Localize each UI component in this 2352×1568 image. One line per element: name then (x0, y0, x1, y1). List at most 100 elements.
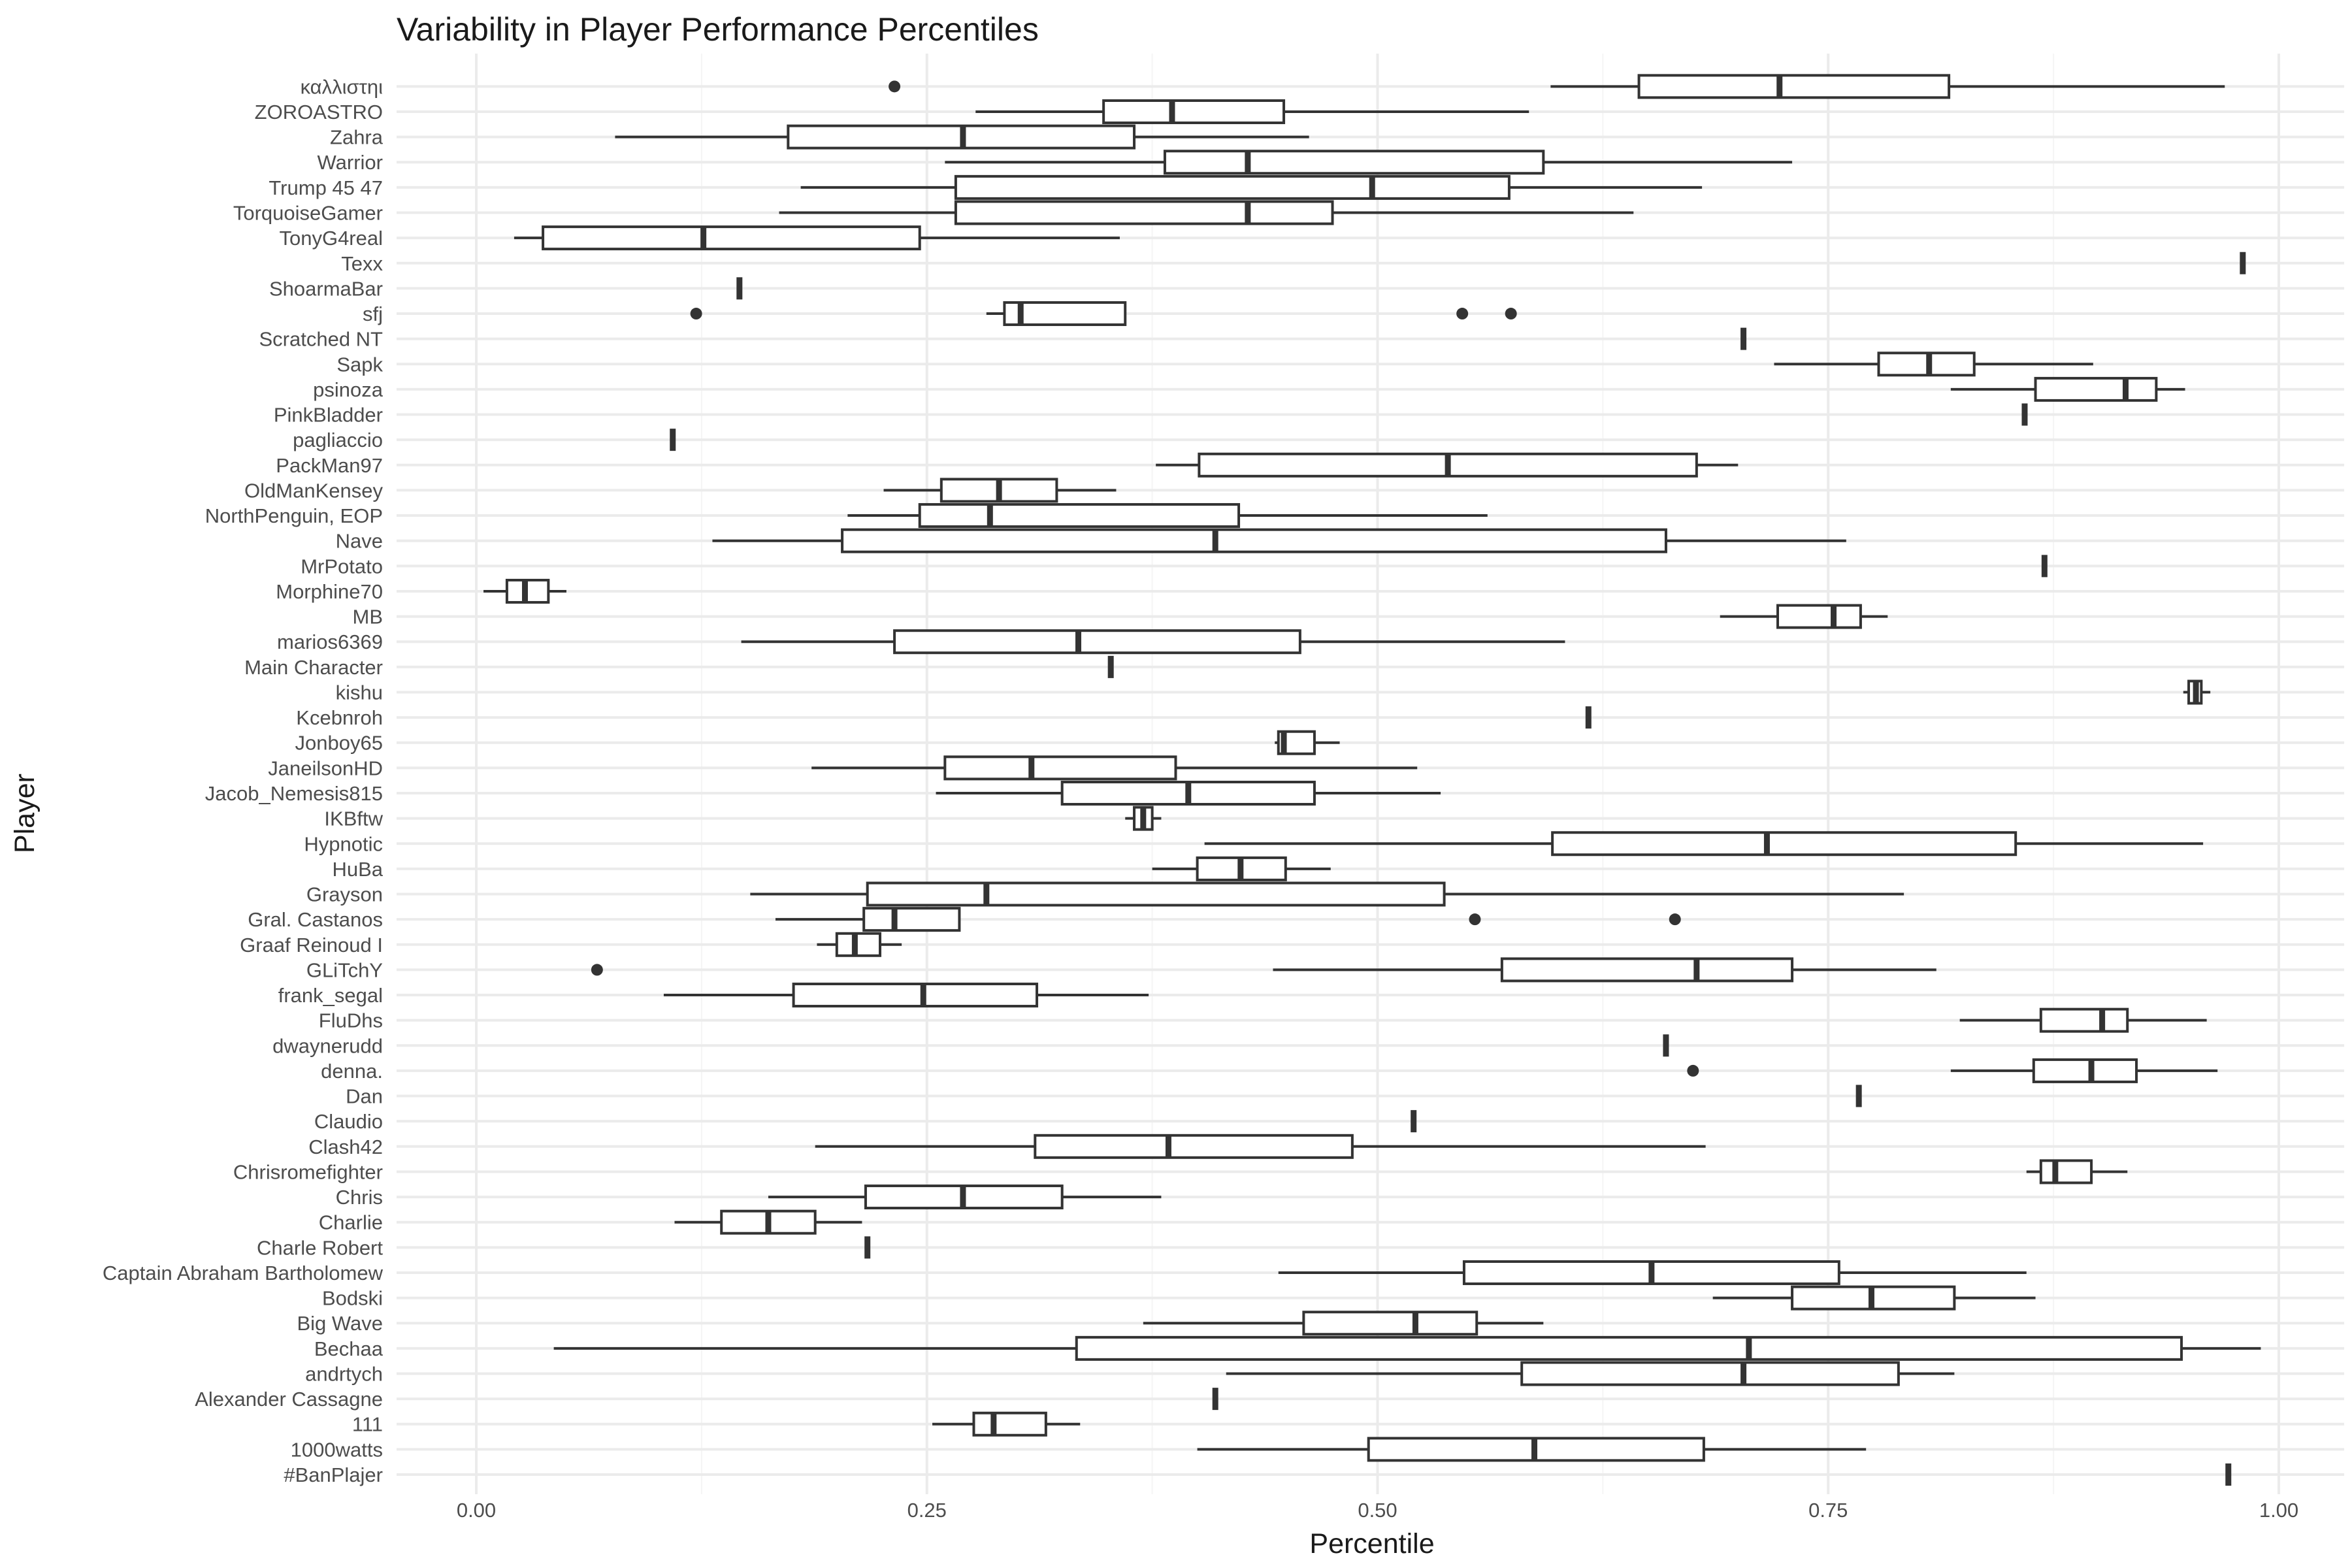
y-tick-label: TonyG4real (279, 227, 383, 250)
major-gridlines (475, 54, 2280, 1494)
iqr-box (1776, 604, 1862, 629)
iqr-box (954, 200, 1334, 225)
y-tick-label: Warrior (318, 151, 383, 174)
box-26 (1125, 806, 1162, 831)
y-tick-label: Captain Abraham Bartholomew (103, 1262, 384, 1284)
box-13 (815, 1134, 1706, 1159)
y-tick-label: Zahra (330, 126, 384, 149)
y-tick-label: HuBa (332, 858, 383, 881)
box-39 (883, 478, 1117, 503)
iqr-box (866, 881, 1446, 907)
y-tick-label: Charlie (319, 1211, 383, 1234)
box-23 (750, 881, 1904, 907)
iqr-box (792, 983, 1039, 1008)
box-10 (674, 1209, 862, 1235)
outlier-point (1456, 308, 1469, 320)
iqr-box (1500, 957, 1794, 983)
y-tick-label: Chris (336, 1186, 383, 1209)
y-tick-label: kishu (336, 681, 383, 704)
box-18 (1959, 1007, 2207, 1033)
outlier-point (1469, 913, 1481, 926)
y-tick-label: Graaf Reinoud I (240, 934, 383, 956)
chart-title: Variability in Player Performance Percen… (397, 11, 1039, 48)
y-tick-label: Alexander Cassagne (195, 1388, 383, 1411)
box-11 (768, 1184, 1162, 1210)
box-54 (975, 99, 1529, 124)
box-31 (2183, 679, 2211, 705)
iqr-box (972, 1411, 1047, 1437)
outlier-point (1505, 308, 1517, 320)
y-tick-label: OldManKensey (244, 479, 383, 502)
outlier-point (1669, 913, 1681, 926)
iqr-box (1520, 1361, 1900, 1386)
y-tick-label: dwaynerudd (272, 1034, 383, 1057)
y-tick-label: JaneilsonHD (268, 757, 383, 779)
box-12 (2026, 1159, 2128, 1184)
y-tick-label: andrtych (305, 1362, 383, 1385)
y-tick-label: psinoza (313, 378, 384, 401)
iqr-box (1075, 1335, 2183, 1361)
box-16 (1687, 1058, 2218, 1083)
x-tick-label: 0.50 (1358, 1499, 1397, 1522)
box-50 (779, 200, 1634, 225)
y-gridlines (397, 85, 2344, 1476)
box-2 (932, 1411, 1081, 1437)
iqr-box (1102, 99, 1286, 124)
y-tick-label: 111 (352, 1413, 383, 1436)
box-53 (615, 124, 1309, 150)
box-46 (690, 301, 1517, 327)
y-tick-label: NorthPenguin, EOP (205, 504, 383, 527)
outlier-point (889, 80, 901, 93)
iqr-box (835, 932, 882, 957)
box-7 (1712, 1285, 2036, 1311)
y-tick-label: Claudio (314, 1110, 383, 1133)
y-tick-label: ZOROASTRO (255, 101, 383, 123)
y-tick-label: FluDhs (319, 1009, 383, 1032)
y-tick-label: marios6369 (277, 630, 383, 653)
box-29 (1275, 730, 1340, 755)
iqr-box (2039, 1007, 2129, 1033)
y-tick-label: Chrisromefighter (233, 1160, 383, 1183)
y-tick-label: Clash42 (308, 1135, 383, 1158)
y-tick-label: MB (353, 606, 384, 629)
y-tick-label: Hypnotic (304, 832, 383, 855)
box-52 (945, 150, 1793, 175)
y-tick-label: TorquoiseGamer (233, 202, 383, 225)
x-axis-tick-labels: 0.00 0.25 0.50 0.75 1.00 (457, 1499, 2298, 1522)
y-tick-label: Kcebnroh (296, 706, 383, 729)
box-33 (741, 629, 1565, 655)
x-axis-title: Percentile (1309, 1528, 1434, 1560)
y-tick-label: sfj (363, 302, 383, 325)
iqr-box (1163, 150, 1545, 175)
y-tick-label: Gral. Castanos (248, 908, 383, 931)
y-tick-label: denna. (321, 1060, 383, 1083)
x-tick-label: 0.75 (1808, 1499, 1848, 1522)
y-tick-label: Morphine70 (276, 580, 383, 603)
box-1 (1197, 1437, 1867, 1462)
y-tick-label: Nave (336, 530, 383, 553)
box-21 (817, 932, 902, 957)
box-49 (514, 225, 1120, 251)
box-40 (1156, 452, 1739, 478)
box-44 (1774, 351, 2093, 377)
y-tick-label: Texx (341, 252, 383, 275)
box-28 (811, 755, 1418, 781)
y-tick-label: 1000watts (291, 1438, 383, 1461)
iqr-box (954, 174, 1511, 200)
iqr-box (841, 528, 1667, 553)
box-37 (712, 528, 1846, 553)
iqr-box (2034, 376, 2158, 402)
y-tick-label: #BanPlajer (284, 1463, 383, 1486)
y-tick-label: MrPotato (301, 555, 383, 578)
box-20 (591, 957, 1936, 983)
box-51 (800, 174, 1703, 200)
y-tick-label: Jacob_Nemesis815 (205, 782, 383, 805)
x-tick-label: 0.00 (457, 1499, 496, 1522)
outlier-point (690, 308, 702, 320)
y-axis-title: Player (9, 774, 41, 853)
y-tick-label: Scratched NT (259, 328, 383, 351)
iqr-box (893, 629, 1301, 655)
box-38 (847, 503, 1488, 529)
iqr-box (862, 907, 961, 932)
